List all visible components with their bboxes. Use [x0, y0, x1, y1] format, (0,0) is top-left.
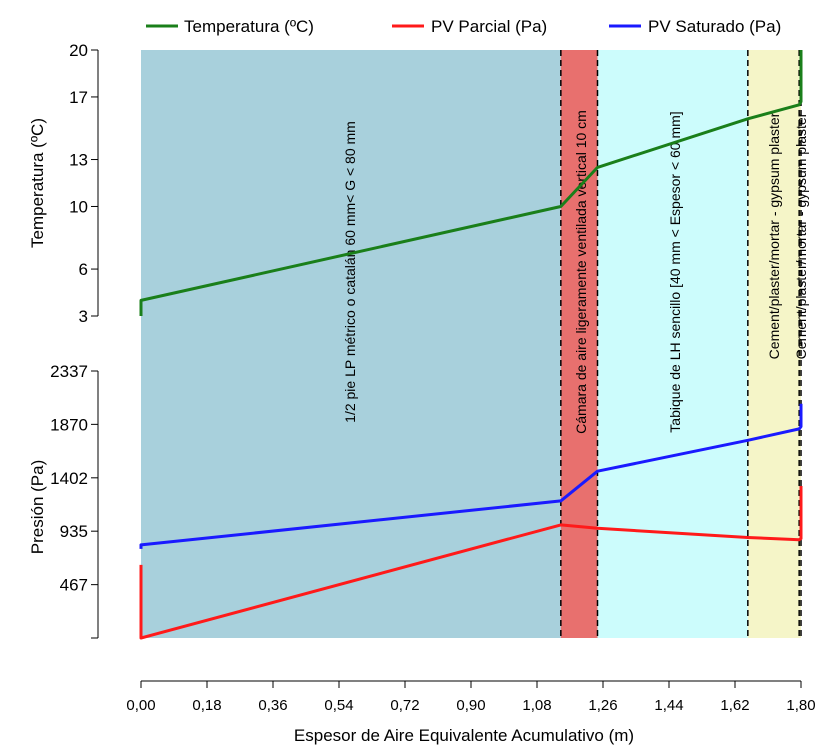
- layer-label-2: Cámara de aire ligeramente ventilada ver…: [573, 110, 589, 434]
- temperature-tick-3: 13: [69, 151, 88, 170]
- series-pv-saturado: [139, 403, 803, 549]
- x-tick-2: 0,36: [258, 697, 287, 714]
- pressure-tick-0: 467: [60, 576, 88, 595]
- pressure-tick-1: 935: [60, 522, 88, 541]
- series-pv-parcial: [139, 486, 803, 640]
- temperature-axis: 3 6 10 13 17 20: [69, 41, 99, 326]
- x-tick-4: 0,72: [390, 697, 419, 714]
- x-tick-10: 1,80: [786, 697, 815, 714]
- x-tick-1: 0,18: [192, 697, 221, 714]
- x-tick-9: 1,62: [720, 697, 749, 714]
- series: [139, 50, 803, 640]
- temperature-tick-5: 20: [69, 41, 88, 60]
- temperature-tick-2: 10: [69, 197, 88, 216]
- legend-label-temperature: Temperatura (ºC): [184, 17, 314, 36]
- layer-band-2: [560, 50, 598, 638]
- layer-label-3: Tabique de LH sencillo [40 mm < Espesor …: [667, 111, 683, 432]
- x-axis: 0,00 0,18 0,36 0,54 0,72 0,90 1,08 1,26 1,44 1,62…: [126, 680, 816, 714]
- x-tick-7: 1,26: [588, 697, 617, 714]
- layer-labels: 1/2 pie LP métrico o catalán 60 mm< G < …: [342, 110, 809, 434]
- x-tick-0: 0,00: [126, 697, 155, 714]
- x-tick-5: 0,90: [456, 697, 485, 714]
- x-tick-8: 1,44: [654, 697, 683, 714]
- legend-label-pv-saturado: PV Saturado (Pa): [648, 17, 781, 36]
- x-axis-label: Espesor de Aire Equivalente Acumulativo …: [294, 726, 634, 745]
- series-temperatura: [139, 50, 803, 316]
- pressure-tick-4: 2337: [50, 362, 88, 381]
- pressure-tick-2: 1402: [50, 469, 88, 488]
- layer-band-3: [597, 50, 748, 638]
- temperature-axis-label: Temperatura (ºC): [28, 118, 47, 248]
- legend: Temperatura (ºC) PV Parcial (Pa) PV Satu…: [146, 17, 781, 36]
- temperature-tick-1: 6: [79, 260, 88, 279]
- temperature-tick-4: 17: [69, 88, 88, 107]
- layer-band-5: [799, 50, 801, 638]
- layer-label-5: Cement/plaster/mortar - gypsum plaster: [793, 112, 809, 359]
- layer-band-1: [141, 50, 561, 638]
- pressure-axis: 467 935 1402 1870 2337: [50, 362, 99, 639]
- x-tick-3: 0,54: [324, 697, 353, 714]
- legend-label-pv-parcial: PV Parcial (Pa): [431, 17, 547, 36]
- temperature-tick-0: 3: [79, 307, 88, 326]
- layer-label-4: Cement/plaster/mortar - gypsum plaster: [766, 112, 782, 359]
- x-tick-6: 1,08: [522, 697, 551, 714]
- layer-label-1: 1/2 pie LP métrico o catalán 60 mm< G < …: [342, 121, 358, 423]
- pressure-tick-3: 1870: [50, 415, 88, 434]
- pressure-axis-label: Presión (Pa): [28, 460, 47, 554]
